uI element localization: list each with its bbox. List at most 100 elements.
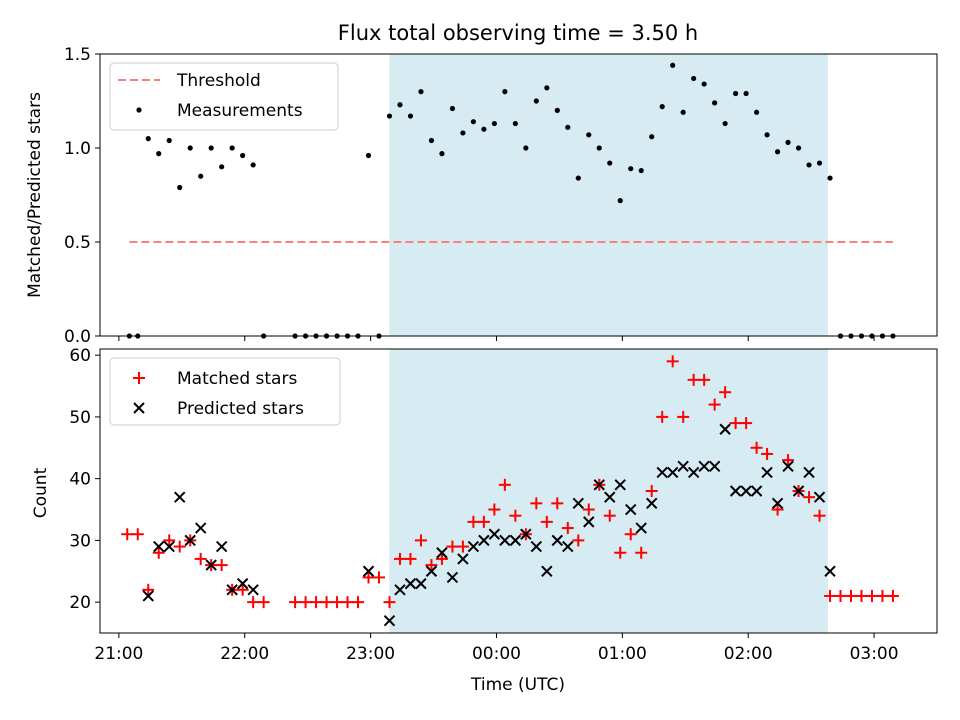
measurement-point — [795, 145, 802, 151]
measurement-point — [145, 136, 151, 142]
measurement-point — [219, 164, 225, 170]
predicted-stars-point — [687, 466, 700, 479]
predicted-stars-point — [551, 534, 564, 547]
bottom-x-tick-label: 01:00 — [598, 644, 647, 664]
predicted-stars-point — [174, 491, 186, 503]
matched-stars-point — [257, 596, 270, 609]
measurement-point — [764, 132, 770, 138]
matched-stars-point — [456, 540, 469, 553]
matched-stars-point — [782, 454, 795, 467]
measurement-point — [827, 175, 833, 181]
top-x-axis — [118, 336, 875, 341]
predicted-stars-point — [583, 516, 595, 528]
predicted-stars-point — [541, 565, 553, 577]
matched-stars-point — [488, 503, 501, 516]
top-y-tick-label: 0.0 — [64, 327, 91, 347]
matched-stars-point — [561, 522, 574, 535]
matched-stars-point — [498, 478, 511, 491]
matched-stars-point — [131, 528, 144, 541]
bottom-legend: Matched stars Predicted stars — [109, 357, 341, 426]
predicted-stars-point — [729, 485, 742, 497]
predicted-stars-point — [163, 540, 175, 553]
matched-stars-point — [635, 546, 648, 559]
matched-stars-point — [865, 589, 878, 602]
predicted-stars-point — [226, 584, 238, 596]
measurement-point — [596, 145, 602, 151]
predicted-stars-point — [530, 540, 543, 553]
predicted-stars-point — [236, 577, 249, 590]
predicted-stars-point — [520, 528, 532, 540]
predicted-stars-legend-swatch — [133, 402, 145, 414]
matched-stars-point — [603, 509, 616, 522]
bottom-x-tick-label: 03:00 — [850, 644, 899, 664]
matched-stars-point — [761, 447, 774, 460]
measurement-point — [240, 152, 246, 159]
measurement-point — [512, 120, 518, 127]
matched-stars-point — [824, 589, 837, 602]
bottom-x-axis: 21:00 22:00 23:00 00:00 01:00 02:00 03:00 — [94, 633, 899, 664]
predicted-stars-point — [404, 577, 417, 590]
matched-stars-point — [477, 515, 490, 528]
matched-stars-point — [194, 552, 207, 565]
predicted-stars-point — [362, 565, 375, 577]
bottom-x-tick-label: 22:00 — [220, 644, 269, 664]
measurements-legend-label: Measurements — [177, 101, 303, 121]
bottom-y-tick-label: 30 — [69, 531, 91, 551]
matched-stars-point — [719, 386, 732, 399]
matched-stars-point — [247, 596, 260, 609]
predicted-stars-point — [782, 460, 794, 473]
matched-stars-point — [582, 503, 595, 516]
top-shaded-region — [389, 54, 828, 336]
measurement-point — [166, 137, 172, 144]
bottom-y-tick-label: 20 — [69, 593, 91, 613]
matched-stars-point — [163, 534, 176, 547]
predicted-stars-point — [394, 584, 406, 596]
matched-stars-point — [844, 589, 857, 602]
measurement-point — [198, 173, 204, 179]
measurement-point — [229, 145, 235, 151]
measurement-point — [250, 162, 256, 168]
measurement-point — [365, 152, 372, 159]
matched-stars-point — [656, 410, 669, 423]
measurement-point — [544, 85, 550, 91]
predicted-stars-point — [813, 491, 826, 503]
matched-stars-point — [435, 552, 448, 565]
matched-stars-legend-swatch — [133, 372, 145, 384]
measurement-point — [565, 124, 571, 130]
matched-stars-point — [677, 410, 690, 423]
measurement-point — [733, 90, 739, 97]
matched-stars-point — [740, 417, 753, 430]
predicted-stars-point — [677, 460, 689, 473]
bottom-plot-frame — [99, 348, 938, 634]
top-legend-box — [109, 62, 339, 131]
matched-stars-point — [331, 596, 344, 609]
measurement-point — [187, 145, 193, 151]
measurement-point — [407, 113, 414, 119]
matched-stars-point — [341, 596, 354, 609]
matched-stars-point — [886, 589, 899, 602]
matched-stars-point — [215, 559, 228, 572]
measurement-point — [575, 175, 581, 181]
matched-stars-point — [373, 571, 385, 584]
matched-stars-point — [289, 596, 302, 609]
matched-stars-point — [425, 559, 438, 572]
measurement-point — [712, 100, 718, 106]
measurement-point — [785, 139, 791, 145]
predicted-stars-point — [383, 614, 396, 627]
predicted-stars-point — [708, 460, 721, 473]
matched-stars-point — [698, 373, 711, 386]
matched-stars-point — [142, 583, 155, 596]
measurement-point — [470, 119, 476, 125]
bottom-y-tick-label: 40 — [69, 470, 91, 490]
matched-stars-point — [551, 497, 564, 510]
bottom-y-axis: 20 30 40 50 60 — [69, 346, 100, 613]
top-y-axis: 0.0 0.5 1.0 1.5 — [64, 45, 100, 347]
measurement-point — [177, 184, 183, 191]
bottom-legend-box — [109, 357, 341, 426]
measurement-point — [586, 132, 592, 138]
measurement-point — [397, 102, 403, 108]
matched-stars-point — [729, 417, 742, 430]
measurement-point — [491, 120, 497, 127]
predicted-stars-point — [509, 534, 522, 547]
